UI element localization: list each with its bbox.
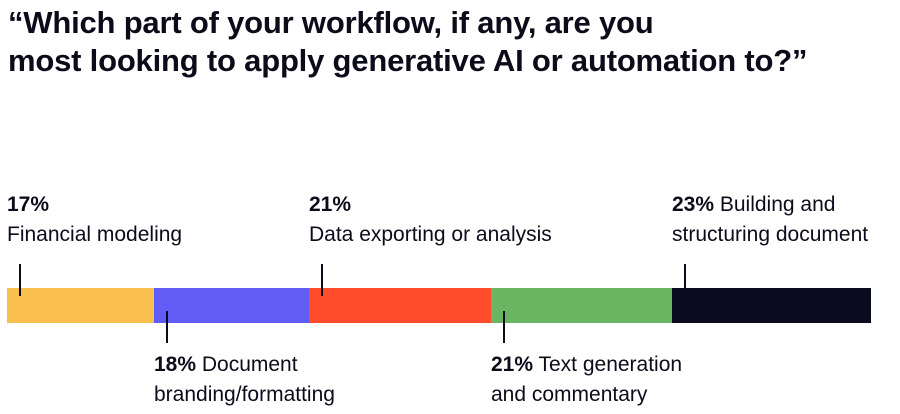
label-tick-4 [503,311,505,343]
bar-segment-2 [154,288,309,323]
segment-label-text-2a: Document [196,353,298,376]
chart-title-line-1: “Which part of your workflow, if any, ar… [8,5,654,40]
bar-segment-1 [7,288,154,323]
label-tick-5 [684,264,686,296]
chart-title: “Which part of your workflow, if any, ar… [8,4,898,80]
bar-segment-5 [672,288,871,323]
segment-label-4: 21% Text generation and commentary [491,350,682,410]
segment-value-5: 23% [672,193,715,216]
segment-label-text-1b: Financial modeling [7,223,183,246]
segment-label-text-3b: Data exporting or analysis [309,223,552,246]
segment-label-text-2b: branding/formatting [154,383,335,406]
segment-label-text-4a: Text generation [533,353,683,376]
segment-label-text-5a: Building and [714,193,836,216]
chart-title-line-2: most looking to apply generative AI or a… [8,43,808,78]
segment-label-5: 23% Building and structuring document [672,190,868,250]
segment-label-3: 21% Data exporting or analysis [309,190,552,250]
label-tick-1 [19,264,21,296]
stacked-bar [7,288,871,323]
label-tick-3 [321,264,323,296]
segment-label-1: 17% Financial modeling [7,190,182,250]
segment-value-4: 21% [491,353,534,376]
segment-label-2: 18% Document branding/formatting [154,350,335,410]
bar-segment-3 [309,288,491,323]
segment-label-text-5b: structuring document [672,223,869,246]
segment-value-1: 17% [7,193,50,216]
segment-label-text-4b: and commentary [491,383,648,406]
segment-value-2: 18% [154,353,197,376]
segment-value-3: 21% [309,193,352,216]
label-tick-2 [166,311,168,343]
bar-segment-4 [491,288,672,323]
